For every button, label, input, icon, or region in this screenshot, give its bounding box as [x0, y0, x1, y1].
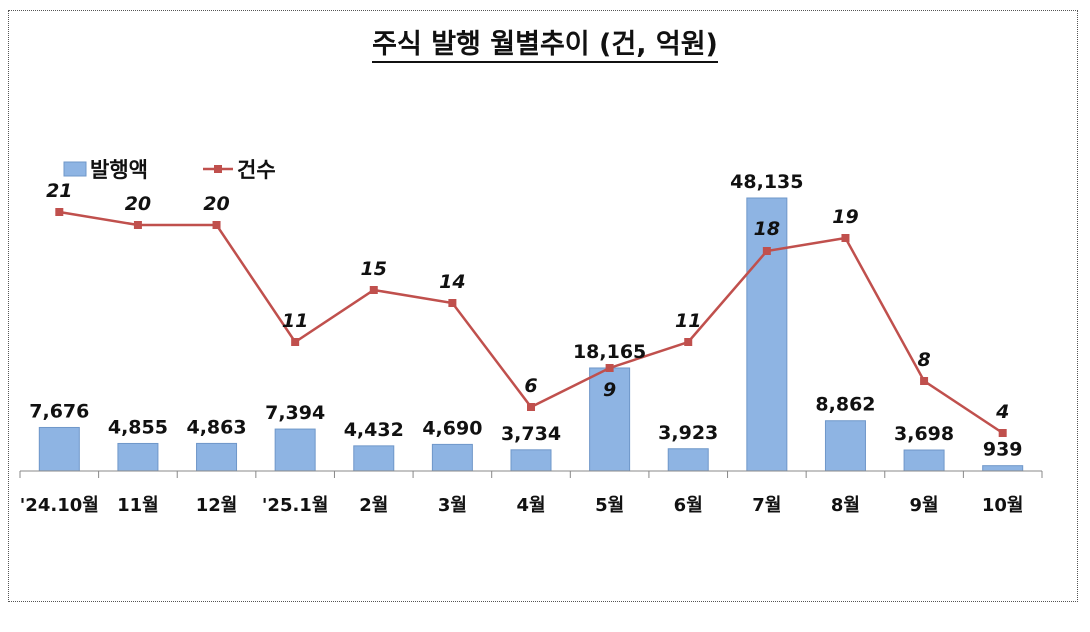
line-value-label: 14: [439, 271, 465, 293]
bar: [117, 442, 159, 472]
line-point: [762, 247, 771, 255]
legend: 발행액 건수: [63, 158, 276, 182]
bar: [431, 443, 473, 472]
bar-value-label: 18,165: [573, 341, 646, 363]
bar-value-label: 3,734: [501, 423, 561, 445]
line-value-label: 21: [46, 180, 72, 202]
line-value-label: 19: [832, 206, 858, 228]
line-point: [369, 286, 378, 294]
bar-value-label: 3,923: [658, 422, 718, 444]
line-value-label: 4: [995, 401, 1009, 423]
x-axis: '24.10월 11월 12월 '25.1월 2월 3월 4월 5월 6월 7월 8월 9월 10월: [19, 470, 1043, 516]
chart-frame: [8, 10, 1078, 602]
legend-label-line: 건수: [237, 158, 276, 182]
bar-value-label: 48,135: [730, 171, 803, 193]
line-value-label: 9: [603, 379, 616, 401]
line-series: [55, 208, 1007, 437]
x-tick-label: 11월: [117, 495, 159, 516]
bar-value-label: 4,690: [422, 417, 482, 439]
x-tick-label: 3월: [438, 495, 467, 516]
bar: [903, 449, 945, 472]
line-value-label: 6: [524, 375, 537, 397]
bar-value-label: 7,676: [29, 400, 89, 422]
line-point: [527, 403, 535, 411]
bar-value-label: 3,698: [894, 423, 954, 445]
x-tick-label: 5월: [595, 495, 624, 516]
bar-value-label: 4,432: [344, 419, 404, 441]
line-point: [920, 377, 929, 385]
line-point: [998, 429, 1007, 437]
line-value-label: 11: [675, 310, 701, 332]
legend-swatch-bars: [63, 161, 87, 177]
x-tick-label: 6월: [674, 495, 703, 516]
x-tick-label: 9월: [910, 495, 939, 516]
line-value-label: 8: [917, 349, 930, 371]
x-tick-label: '24.10월: [20, 495, 99, 516]
bar: [589, 367, 631, 472]
x-tick-label: 12월: [196, 495, 238, 516]
line-value-label: 15: [361, 258, 387, 280]
bar-value-label: 4,863: [186, 416, 246, 438]
line-value-label: 20: [203, 193, 229, 215]
bar-value-label: 939: [983, 439, 1023, 461]
line-value-label: 11: [282, 310, 308, 332]
line-point: [448, 299, 457, 307]
bar: [196, 442, 238, 472]
x-tick-label: 7월: [752, 495, 781, 516]
line-point: [291, 338, 300, 346]
line-point: [133, 221, 142, 229]
bar-value-label: 4,855: [108, 416, 168, 438]
bar: [667, 448, 709, 472]
legend-marker-line: [214, 165, 222, 173]
line-value-label: 20: [125, 193, 151, 215]
bar: [982, 465, 1024, 472]
x-tick-label: 10월: [982, 495, 1024, 516]
bar-series: [38, 197, 1024, 472]
bar: [824, 420, 866, 472]
data-labels: 7,676 4,855 4,863 7,394 4,432 4,690 3,734 18,16…: [29, 171, 1022, 461]
bar-value-label: 8,862: [815, 394, 875, 416]
bar: [38, 426, 80, 472]
bar: [353, 445, 395, 472]
chart-title: 주식 발행 월별추이 (건, 억원): [0, 22, 1090, 63]
x-tick-label: 8월: [831, 495, 860, 516]
line-value-label: 18: [754, 218, 780, 240]
x-tick-label: 2월: [359, 495, 388, 516]
x-tick-label: 4월: [516, 495, 545, 516]
line-point: [684, 338, 693, 346]
legend-label-bars: 발행액: [90, 158, 148, 182]
bar-value-label: 7,394: [265, 402, 325, 424]
line-point: [605, 364, 614, 372]
bar: [274, 428, 316, 472]
line-point: [55, 208, 64, 216]
line-point: [841, 234, 850, 242]
x-tick-label: '25.1월: [262, 495, 328, 516]
bar: [510, 449, 552, 472]
line-point: [212, 221, 221, 229]
